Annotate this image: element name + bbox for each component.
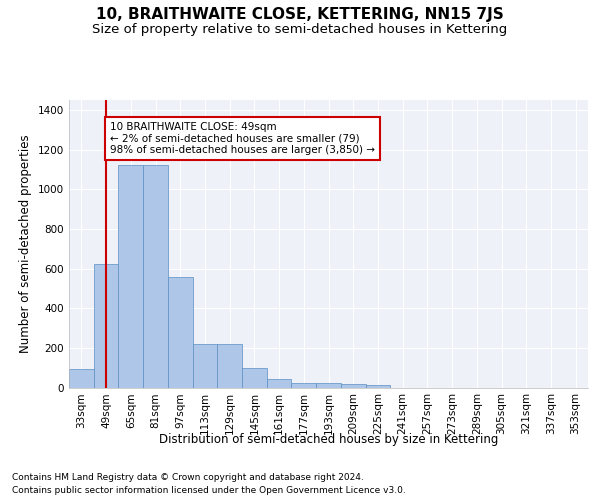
Text: Distribution of semi-detached houses by size in Kettering: Distribution of semi-detached houses by …: [159, 432, 499, 446]
Bar: [217, 344, 242, 388]
Bar: [118, 166, 143, 388]
Bar: [69, 368, 94, 388]
Bar: [316, 383, 341, 388]
Text: Size of property relative to semi-detached houses in Kettering: Size of property relative to semi-detach…: [92, 22, 508, 36]
Text: Contains public sector information licensed under the Open Government Licence v3: Contains public sector information licen…: [12, 486, 406, 495]
Bar: [341, 384, 365, 388]
Bar: [168, 278, 193, 388]
Bar: [193, 344, 217, 388]
Bar: [267, 378, 292, 388]
Bar: [143, 166, 168, 388]
Text: 10 BRAITHWAITE CLOSE: 49sqm
← 2% of semi-detached houses are smaller (79)
98% of: 10 BRAITHWAITE CLOSE: 49sqm ← 2% of semi…: [110, 122, 375, 155]
Bar: [242, 368, 267, 388]
Bar: [292, 382, 316, 388]
Text: Contains HM Land Registry data © Crown copyright and database right 2024.: Contains HM Land Registry data © Crown c…: [12, 472, 364, 482]
Y-axis label: Number of semi-detached properties: Number of semi-detached properties: [19, 134, 32, 353]
Bar: [365, 385, 390, 388]
Text: 10, BRAITHWAITE CLOSE, KETTERING, NN15 7JS: 10, BRAITHWAITE CLOSE, KETTERING, NN15 7…: [96, 8, 504, 22]
Bar: [94, 264, 118, 388]
